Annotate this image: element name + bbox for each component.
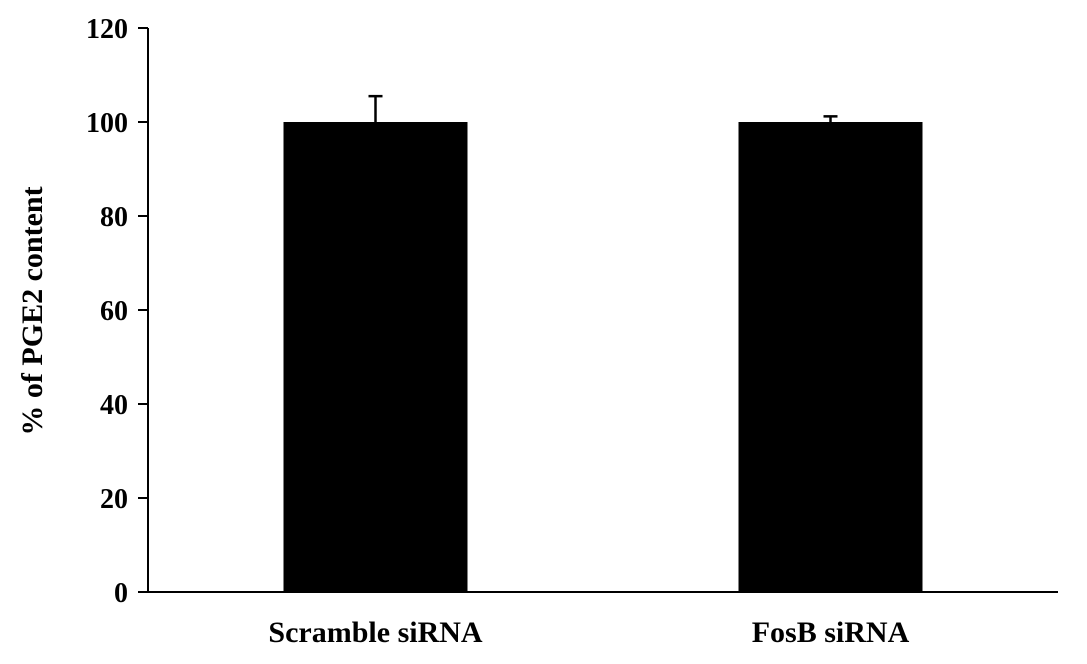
bars xyxy=(283,94,923,592)
y-tick-label: 80 xyxy=(100,202,128,233)
bar xyxy=(283,122,468,592)
x-axis: Scramble siRNA FosB siRNA xyxy=(148,591,1058,649)
y-tick-label: 60 xyxy=(100,296,128,327)
y-tick-label: 100 xyxy=(86,108,128,139)
y-tick-label: 120 xyxy=(86,14,128,45)
y-axis: 0 20 40 60 80 100 120 xyxy=(86,14,149,609)
x-category-label: FosB siRNA xyxy=(752,616,910,649)
y-tick-label: 0 xyxy=(114,578,128,609)
y-tick-label: 20 xyxy=(100,484,128,515)
y-axis-label: % of PGE2 content xyxy=(16,186,49,435)
bar xyxy=(738,122,923,592)
y-tick-label: 40 xyxy=(100,390,128,421)
x-category-label: Scramble siRNA xyxy=(268,616,482,649)
